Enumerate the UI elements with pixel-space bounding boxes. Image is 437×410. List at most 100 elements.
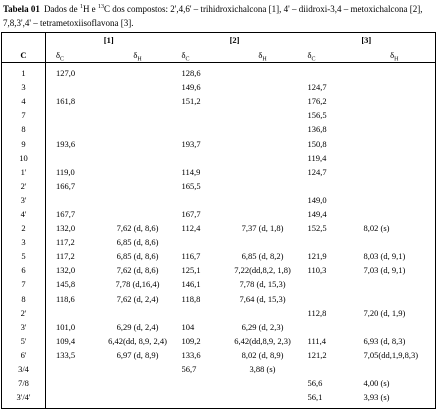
table-cell: 109,4 bbox=[45, 333, 104, 348]
table-cell: 121,2 bbox=[307, 349, 327, 360]
table-cell bbox=[45, 108, 104, 123]
table-cell: 6' bbox=[20, 349, 27, 360]
delta: δ bbox=[56, 49, 61, 60]
table-cell bbox=[298, 320, 354, 334]
table-cell bbox=[354, 151, 436, 165]
table-cell bbox=[228, 122, 298, 136]
table-cell: 128,6 bbox=[181, 68, 201, 79]
table-cell: 3,93 (s) bbox=[363, 392, 390, 403]
table-cell: 152,5 bbox=[307, 223, 327, 234]
table-cell bbox=[104, 94, 172, 108]
table-cell: 10 bbox=[19, 152, 28, 163]
table-body: 1 127,0 128,6 3 149,6 124,7 4 161,8 151,2 176,2 7 1… bbox=[2, 62, 436, 409]
table-row: 1 127,0 128,6 bbox=[2, 62, 436, 81]
table-cell: 193,6 bbox=[45, 136, 104, 151]
table-cell bbox=[45, 122, 104, 137]
table-cell bbox=[354, 165, 436, 179]
table-cell: 6,42(dd,8,9, 2,3) bbox=[234, 335, 291, 346]
table-row: 3' 149,0 bbox=[2, 192, 436, 207]
table-cell bbox=[228, 165, 298, 179]
table-cell: 133,5 bbox=[45, 347, 104, 362]
table-cell bbox=[354, 277, 436, 291]
table-cell: 7/8 bbox=[18, 378, 29, 389]
table-cell: 118,8 bbox=[181, 293, 201, 304]
table-cell: 6,93 (d, 8,3) bbox=[363, 335, 406, 346]
table-row: 3' 101,0 6,29 (d, 2,4) 104 6,29 (d, 2,3) bbox=[2, 319, 436, 334]
table-cell bbox=[354, 193, 436, 207]
table-cell bbox=[104, 207, 172, 221]
table-cell: 6,29 (d, 2,4) bbox=[116, 321, 159, 332]
table-row: 2 132,0 7,62 (d, 8,6) 112,4 7,37 (d, 1,8) 152… bbox=[2, 221, 436, 236]
table-cell: 124,7 bbox=[307, 166, 327, 177]
header-cell: C bbox=[1, 32, 46, 63]
table-cell bbox=[104, 108, 172, 122]
table-cell bbox=[354, 80, 436, 94]
table-cell: 149,6 bbox=[181, 82, 201, 93]
table-cell bbox=[354, 94, 436, 108]
table-cell bbox=[45, 390, 104, 409]
table-cell: 7,78 (d, 15,3) bbox=[239, 279, 286, 290]
table-cell: 121,9 bbox=[307, 251, 327, 262]
table-cell bbox=[354, 108, 436, 122]
table-cell: 3/4 bbox=[18, 364, 29, 375]
table-cell: 7,64 (d, 15,3) bbox=[239, 293, 286, 304]
table-row: 7 145,8 7,78 (d,16,4) 146,1 7,78 (d, 15,3) bbox=[2, 277, 436, 292]
table-cell bbox=[45, 361, 104, 377]
table-cell: 4 bbox=[21, 96, 26, 107]
table-cell: 167,7 bbox=[181, 208, 201, 219]
table-cell: 4,00 (s) bbox=[363, 378, 390, 389]
table-cell: 176,2 bbox=[307, 96, 327, 107]
table-cell bbox=[354, 235, 436, 249]
table-cell: 7,05(dd,1,9,8,3) bbox=[363, 349, 419, 360]
table-cell: 3,88 (s) bbox=[249, 364, 276, 375]
table-row: 5 117,2 6,85 (d, 8,6) 116,7 6,85 (d, 8,2) 121… bbox=[2, 249, 436, 264]
table-row: 8 136,8 bbox=[2, 122, 436, 137]
table-cell: 117,2 bbox=[45, 235, 104, 250]
table-cell: 109,2 bbox=[181, 335, 201, 346]
table-cell bbox=[228, 179, 298, 193]
subheader-cell: δC bbox=[45, 47, 104, 63]
caption-text: Dados de bbox=[43, 4, 80, 14]
superscript: 1 bbox=[79, 4, 83, 10]
table-cell: 150,8 bbox=[307, 138, 327, 149]
caption: Tabela 01 Dados de 1H e 13C dos compostos… bbox=[3, 2, 433, 30]
table-cell: 132,0 bbox=[45, 263, 104, 278]
table-cell bbox=[298, 179, 354, 193]
subheader-cell: δC bbox=[171, 47, 228, 63]
table-cell: 3 bbox=[21, 82, 26, 93]
table-cell bbox=[172, 151, 228, 165]
table-cell: 111,4 bbox=[307, 335, 327, 346]
table-cell: 3'/4' bbox=[16, 392, 31, 403]
table-cell: 193,7 bbox=[181, 138, 201, 149]
table-cell: 7 bbox=[21, 279, 26, 290]
subheader-cell: δC bbox=[297, 47, 354, 63]
header-cell: [1] bbox=[44, 32, 172, 47]
table-cell bbox=[172, 235, 228, 249]
table-cell: 6,85 (d, 8,6) bbox=[116, 251, 159, 262]
table-row: 7 156,5 bbox=[2, 108, 436, 123]
table-cell: 3' bbox=[20, 194, 27, 205]
table-cell: 161,8 bbox=[45, 94, 104, 109]
table-cell: 7,37 (d, 1,8) bbox=[241, 223, 284, 234]
table-cell bbox=[45, 150, 104, 165]
subscript: H bbox=[262, 56, 267, 63]
delta: δ bbox=[133, 49, 138, 60]
table-cell: 7,62 (d, 8,6) bbox=[116, 265, 159, 276]
table-cell: 3' bbox=[20, 321, 27, 332]
table-cell: 7,78 (d,16,4) bbox=[115, 279, 160, 290]
table-cell: 151,2 bbox=[181, 96, 201, 107]
table-row: 6' 133,5 6,97 (d, 8,9) 133,6 8,02 (d, 8,9) 12… bbox=[2, 347, 436, 362]
table-cell: 4' bbox=[20, 208, 27, 219]
table-cell: 136,8 bbox=[307, 124, 327, 135]
table-cell: 7,03 (d, 9,1) bbox=[363, 265, 406, 276]
table-cell bbox=[172, 122, 228, 136]
table-cell: 8,03 (d, 9,1) bbox=[363, 251, 406, 262]
table-cell: 112,4 bbox=[181, 223, 201, 234]
table-cell bbox=[354, 207, 436, 221]
table-cell: 117,2 bbox=[45, 249, 104, 264]
table-cell bbox=[354, 320, 436, 334]
table-cell bbox=[172, 390, 228, 409]
table-row: 3'/4' 56,1 3,93 (s) bbox=[2, 390, 436, 409]
superscript: 13 bbox=[97, 4, 104, 10]
table-cell bbox=[354, 179, 436, 193]
